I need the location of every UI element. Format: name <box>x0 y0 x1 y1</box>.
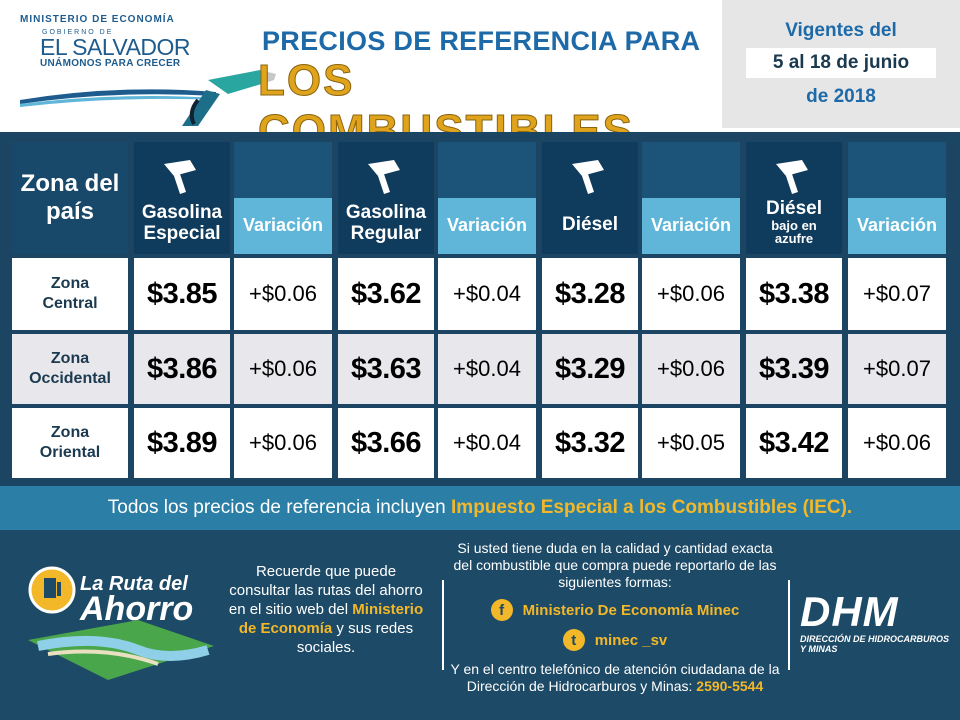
variation-cell: +$0.04 <box>438 334 536 404</box>
country-name: EL SALVADOR <box>40 34 191 60</box>
zone-occidental: Zona Occidental <box>12 334 128 404</box>
twitter-icon: t <box>562 629 585 651</box>
variation-header: Variación <box>438 142 536 254</box>
contact-info: Si usted tiene duda en la calidad y cant… <box>448 540 782 695</box>
fuel-nozzle-icon <box>368 160 400 194</box>
validity-dates: 5 al 18 de junio <box>746 48 936 78</box>
price-cell: $3.29 <box>542 334 638 404</box>
divider <box>442 580 444 670</box>
price-cell: $3.85 <box>134 258 230 330</box>
recuerde-body: Recuerde que puede consultar las rutas d… <box>228 563 423 618</box>
validity-line1: Vigentes del <box>785 20 897 41</box>
slogan: UNÁMONOS PARA CRECER <box>40 58 181 69</box>
zone-label: Zona Oriental <box>39 424 101 461</box>
variation-label: Variación <box>242 215 324 235</box>
dhm-logo-text: DHM <box>800 588 899 635</box>
gobierno-line: GOBIERNO DE <box>42 29 114 36</box>
variation-cell: +$0.06 <box>234 258 332 330</box>
price-cell: $3.42 <box>746 408 842 478</box>
ministry-line: MINISTERIO DE ECONOMÍA <box>20 14 175 25</box>
zone-oriental: Zona Oriental <box>12 408 128 478</box>
fuel-nozzle-icon <box>182 70 276 126</box>
ruta-line1: La Ruta del <box>80 573 188 595</box>
variation-cell: +$0.06 <box>234 334 332 404</box>
twitter-link[interactable]: t minec _sv <box>448 629 782 651</box>
variation-cell: +$0.07 <box>848 258 946 330</box>
footer: La Ruta del Ahorro Recuerde que puede co… <box>0 530 960 720</box>
ruta-del-ahorro-logo: La Ruta del Ahorro <box>28 566 214 680</box>
fuel-name-main: Diésel <box>766 198 822 219</box>
facebook-label: Ministerio De Economía Minec <box>522 601 740 619</box>
variation-cell: +$0.04 <box>438 258 536 330</box>
fuel-name: Diésel bajo en azufre <box>746 198 842 245</box>
price-cell: $3.86 <box>134 334 230 404</box>
variation-cell: +$0.06 <box>642 258 740 330</box>
variation-header: Variación <box>848 142 946 254</box>
price-cell: $3.89 <box>134 408 230 478</box>
variation-strip <box>234 198 332 254</box>
fuel-header-diesel: Diésel <box>542 142 638 254</box>
fuel-name: Diésel <box>562 214 618 235</box>
recuerde-tail: y sus redes sociales. <box>296 620 414 656</box>
variation-cell: +$0.05 <box>642 408 740 478</box>
price-cell: $3.38 <box>746 258 842 330</box>
fuel-header-gasolina-especial: Gasolina Especial <box>134 142 230 254</box>
variation-label: Variación <box>856 215 938 235</box>
iec-highlight: Impuesto Especial a los Combustibles (IE… <box>451 497 853 518</box>
facebook-link[interactable]: f Ministerio De Economía Minec <box>448 599 782 621</box>
variation-label: Variación <box>650 215 732 235</box>
iec-note: Todos los precios de referencia incluyen… <box>0 486 960 530</box>
variation-cell: +$0.04 <box>438 408 536 478</box>
price-cell: $3.32 <box>542 408 638 478</box>
title-line1: PRECIOS DE REFERENCIA PARA <box>262 26 701 56</box>
header: MINISTERIO DE ECONOMÍA GOBIERNO DE EL SA… <box>0 0 960 156</box>
price-cell: $3.39 <box>746 334 842 404</box>
zone-label: Zona Occidental <box>29 350 111 387</box>
price-cell: $3.28 <box>542 258 638 330</box>
zone-label: Zona Central <box>42 275 98 312</box>
variation-strip <box>848 198 946 254</box>
variation-label: Variación <box>446 215 528 235</box>
variation-strip <box>642 198 740 254</box>
variation-header: Variación <box>234 142 332 254</box>
fuel-name: Gasolina Especial <box>141 202 223 244</box>
variation-cell: +$0.07 <box>848 334 946 404</box>
fuel-nozzle-icon <box>164 160 196 194</box>
fuel-name: Gasolina Regular <box>345 202 427 244</box>
validity-box: Vigentes del 5 al 18 de junio de 2018 <box>722 0 960 128</box>
dhm-subtitle: DIRECCIÓN DE HIDROCARBUROS Y MINAS <box>800 634 950 654</box>
fuel-name-sub: bajo en azufre <box>771 218 817 246</box>
recuerde-text: Recuerde que puede consultar las rutas d… <box>226 562 426 657</box>
phone-number[interactable]: 2590-5544 <box>696 678 764 694</box>
contact-tail-text: Y en el centro telefónico de atención ci… <box>450 661 780 694</box>
variation-strip <box>438 198 536 254</box>
price-cell: $3.66 <box>338 408 434 478</box>
zone-central: Zona Central <box>12 258 128 330</box>
zone-header-label: Zona del país <box>20 170 120 225</box>
twitter-label: minec _sv <box>594 631 668 649</box>
fuel-header-gasolina-regular: Gasolina Regular <box>338 142 434 254</box>
iec-prefix: Todos los precios de referencia incluyen <box>107 497 452 518</box>
contact-intro: Si usted tiene duda en la calidad y cant… <box>453 540 777 590</box>
divider <box>788 580 790 670</box>
zone-header: Zona del país <box>12 142 128 254</box>
recuerde-highlight: Ministerio de Economía <box>238 601 424 637</box>
variation-cell: +$0.06 <box>848 408 946 478</box>
validity-year: de 2018 <box>806 86 876 107</box>
ministry-logo: MINISTERIO DE ECONOMÍA GOBIERNO DE EL SA… <box>20 14 220 69</box>
variation-cell: +$0.06 <box>234 408 332 478</box>
fuel-nozzle-icon <box>572 160 604 194</box>
facebook-icon: f <box>490 599 513 621</box>
swoosh-graphic <box>20 89 216 107</box>
dhm-logo: DHM DIRECCIÓN DE HIDROCARBUROS Y MINAS <box>800 588 950 655</box>
variation-header: Variación <box>642 142 740 254</box>
variation-cell: +$0.06 <box>642 334 740 404</box>
fuel-header-diesel-bajo-azufre: Diésel bajo en azufre <box>746 142 842 254</box>
ruta-line2: Ahorro <box>79 590 193 628</box>
price-cell: $3.63 <box>338 334 434 404</box>
price-cell: $3.62 <box>338 258 434 330</box>
fuel-nozzle-icon <box>776 160 808 194</box>
contact-tail: Y en el centro telefónico de atención ci… <box>448 661 782 695</box>
